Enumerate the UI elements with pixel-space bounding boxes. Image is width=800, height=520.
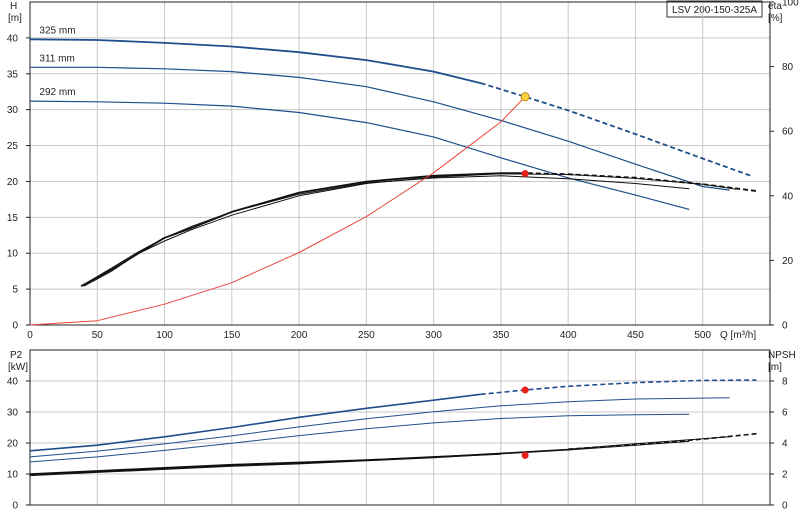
left-axis-tick-label: 30 xyxy=(7,105,19,116)
x-axis-tick-label: 450 xyxy=(627,330,644,341)
plot-frame xyxy=(29,1,771,326)
series-line-0-6 xyxy=(29,96,526,326)
left-axis-tick-label: 15 xyxy=(7,213,19,224)
left-axis-tick-label: 35 xyxy=(7,69,19,80)
right-axis-tick-label: 4 xyxy=(782,439,788,450)
left-axis-title: H xyxy=(10,1,17,12)
x-axis-tick-label: 400 xyxy=(560,330,577,341)
series-line-0-2 xyxy=(29,100,690,210)
impeller-diameter-label: 292 mm xyxy=(39,87,75,98)
left-axis-tick-label: 20 xyxy=(7,439,19,450)
left-axis-tick-label: 5 xyxy=(12,285,18,296)
series-line-0-4 xyxy=(83,175,690,286)
left-axis-tick-label: 0 xyxy=(12,321,18,332)
right-axis-tick-label: 100 xyxy=(782,0,799,9)
left-axis-title: P2 xyxy=(10,350,23,361)
right-axis-tick-label: 20 xyxy=(782,256,794,267)
left-axis-tick-label: 25 xyxy=(7,141,19,152)
operating-point-marker xyxy=(521,170,529,178)
left-axis-tick-label: 20 xyxy=(7,177,19,188)
x-axis-label: Q [m³/h] xyxy=(720,330,756,341)
impeller-diameter-label: 311 mm xyxy=(39,53,74,64)
series-line-1-2 xyxy=(29,413,690,463)
series-line-1-0 xyxy=(29,393,481,452)
x-axis-tick-label: 0 xyxy=(27,330,33,341)
x-axis-tick-label: 300 xyxy=(425,330,442,341)
right-axis-title: eta xyxy=(768,1,782,12)
x-axis-tick-label: 350 xyxy=(493,330,510,341)
left-axis-tick-label: 30 xyxy=(7,408,19,419)
pump-model-box-frame xyxy=(666,0,763,18)
left-axis-tick-label: 10 xyxy=(7,249,19,260)
x-axis-tick-label: 100 xyxy=(156,330,173,341)
left-axis-unit: [kW] xyxy=(8,362,28,373)
pump-model-box: LSV 200-150-325A xyxy=(666,0,763,18)
power-npsh-plot: 0 10 20 30 40 0 2 4 6 8 P2[kW] NPSH[m] xyxy=(7,349,796,512)
left-axis-unit: [m] xyxy=(8,13,22,24)
x-axis-tick-label: 150 xyxy=(223,330,240,341)
operating-point-marker xyxy=(521,386,529,394)
series-line-0-3 xyxy=(80,172,528,287)
series-line-1-1 xyxy=(29,397,730,458)
right-axis-tick-label: 6 xyxy=(782,408,788,419)
series-line-0-1 xyxy=(30,66,730,191)
right-axis-tick-label: 2 xyxy=(782,470,788,481)
x-axis-tick-label: 200 xyxy=(291,330,308,341)
series-line-1-5 xyxy=(29,436,730,476)
series-line-0-5 xyxy=(83,173,737,287)
right-axis-tick-label: 8 xyxy=(782,377,788,388)
left-axis-tick-label: 40 xyxy=(7,33,19,44)
left-axis-tick-label: 10 xyxy=(7,470,19,481)
right-axis-title: NPSH xyxy=(768,350,796,361)
right-axis-tick-label: 80 xyxy=(782,62,794,73)
right-axis-tick-label: 0 xyxy=(782,321,788,332)
series-line-dashed-1-0 xyxy=(480,379,757,396)
pump-model-label: LSV 200-150-325A xyxy=(672,5,757,16)
x-axis-tick-label: 250 xyxy=(358,330,375,341)
right-axis-tick-label: 60 xyxy=(782,127,794,138)
right-axis-tick-label: 0 xyxy=(782,501,788,512)
impeller-diameter-label: 325 mm xyxy=(39,25,75,36)
right-axis-tick-label: 40 xyxy=(782,191,794,202)
right-axis-unit: [%] xyxy=(768,13,783,24)
series-line-1-4 xyxy=(29,440,690,477)
left-axis-tick-label: 0 xyxy=(12,501,18,512)
x-axis-tick-label: 500 xyxy=(694,330,711,341)
x-axis-tick-label: 50 xyxy=(92,330,104,341)
duty-point-marker xyxy=(520,92,530,102)
operating-point-marker xyxy=(521,451,529,459)
series-line-dashed-0-0 xyxy=(480,82,753,178)
right-axis-unit: [m] xyxy=(768,362,782,373)
plot-frame xyxy=(29,349,771,506)
series-line-0-0 xyxy=(29,38,481,84)
left-axis-tick-label: 40 xyxy=(7,377,19,388)
